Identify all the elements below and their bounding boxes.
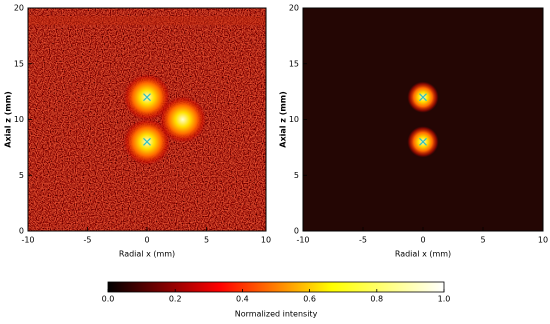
colorbar-tick-label: 0.8 [370, 295, 383, 304]
noise-band [28, 16, 266, 25]
x-tick-label: 5 [204, 236, 209, 245]
colorbar-label: Normalized intensity [235, 310, 318, 319]
x-tick-label: -10 [21, 236, 34, 245]
colorbar [107, 281, 445, 293]
plot-area [28, 8, 266, 231]
marker [143, 137, 151, 146]
y-axis-label: Axial z (mm) [279, 91, 288, 147]
colorbar-tick-label: 0.6 [303, 295, 316, 304]
marker [419, 137, 427, 146]
colorbar-tick-label: 0.0 [102, 295, 115, 304]
y-tick-label: 5 [294, 171, 299, 180]
background [303, 8, 543, 231]
y-axis-label: Axial z (mm) [4, 91, 13, 147]
x-tick-label: -5 [84, 236, 92, 245]
y-tick-label: 5 [19, 171, 24, 180]
marker [419, 93, 427, 102]
y-tick-label: 10 [289, 115, 299, 124]
y-tick-label: 20 [14, 4, 24, 13]
colorbar-tick-label: 0.2 [169, 295, 182, 304]
x-axis-label: Radial x (mm) [395, 250, 451, 259]
y-tick-label: 0 [294, 227, 299, 236]
plot-area [303, 8, 543, 231]
y-tick-label: 15 [14, 59, 24, 68]
x-tick-label: 0 [144, 236, 149, 245]
x-tick-label: -5 [359, 236, 367, 245]
x-tick-label: -10 [296, 236, 309, 245]
x-tick-label: 10 [538, 236, 548, 245]
y-tick-label: 20 [289, 4, 299, 13]
x-tick-label: 0 [420, 236, 425, 245]
colorbar-tick-label: 0.4 [236, 295, 249, 304]
x-axis-label: Radial x (mm) [119, 250, 175, 259]
x-tick-label: 5 [480, 236, 485, 245]
spot [158, 95, 207, 144]
colorbar-tick-label: 1.0 [438, 295, 451, 304]
y-tick-label: 15 [289, 59, 299, 68]
y-tick-label: 0 [19, 227, 24, 236]
x-tick-label: 10 [261, 236, 271, 245]
marker [143, 93, 151, 102]
y-tick-label: 10 [14, 115, 24, 124]
